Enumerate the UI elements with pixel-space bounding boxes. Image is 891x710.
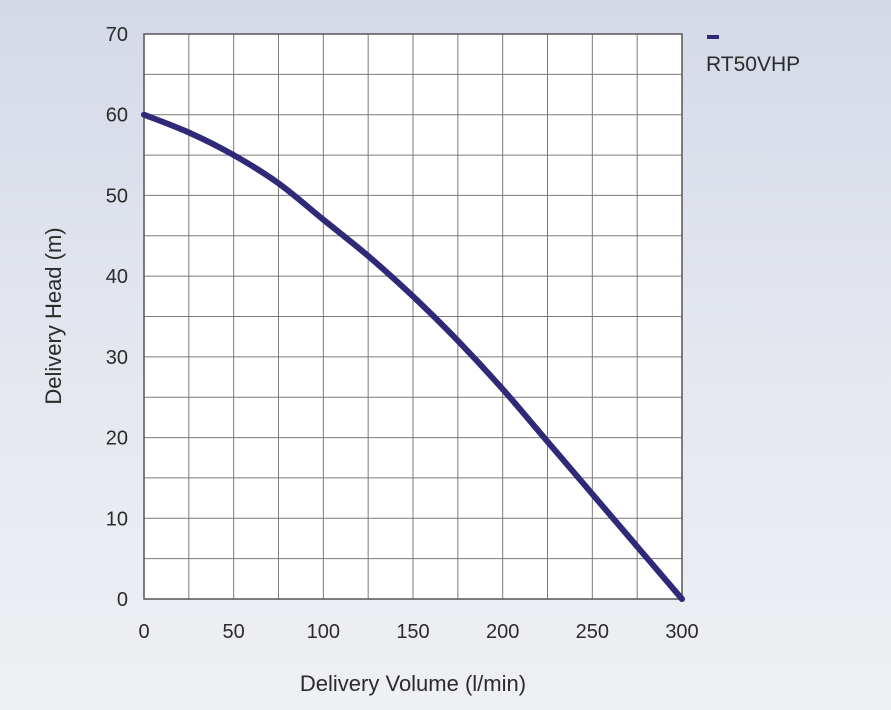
y-tick-label: 40: [106, 266, 128, 288]
legend: RT50VHP: [706, 35, 800, 76]
y-tick-labels: 0 10 20 30 40 50 60 70: [106, 24, 128, 611]
y-tick-label: 10: [106, 508, 128, 530]
x-tick-labels: 0 50 100 150 200 250 300: [138, 621, 698, 643]
plot-frame: [143, 33, 683, 600]
series-line-rt50vhp: [141, 111, 685, 602]
grid-lines: [144, 34, 682, 599]
x-tick-label: 250: [576, 621, 609, 643]
x-tick-label: 150: [396, 621, 429, 643]
y-tick-label: 50: [106, 185, 128, 207]
x-tick-label: 100: [307, 621, 340, 643]
x-tick-label: 50: [223, 621, 245, 643]
x-tick-label: 0: [138, 621, 149, 643]
legend-label-rt50vhp: RT50VHP: [706, 53, 800, 76]
x-tick-label: 200: [486, 621, 519, 643]
y-tick-label: 0: [117, 589, 128, 611]
y-tick-label: 20: [106, 428, 128, 450]
y-tick-label: 30: [106, 347, 128, 369]
y-tick-label: 60: [106, 105, 128, 127]
series-layer: [141, 111, 685, 602]
x-axis-label: Delivery Volume (l/min): [300, 671, 526, 696]
y-tick-label: 70: [106, 24, 128, 46]
y-axis-label: Delivery Head (m): [41, 227, 66, 404]
x-tick-label: 300: [665, 621, 698, 643]
